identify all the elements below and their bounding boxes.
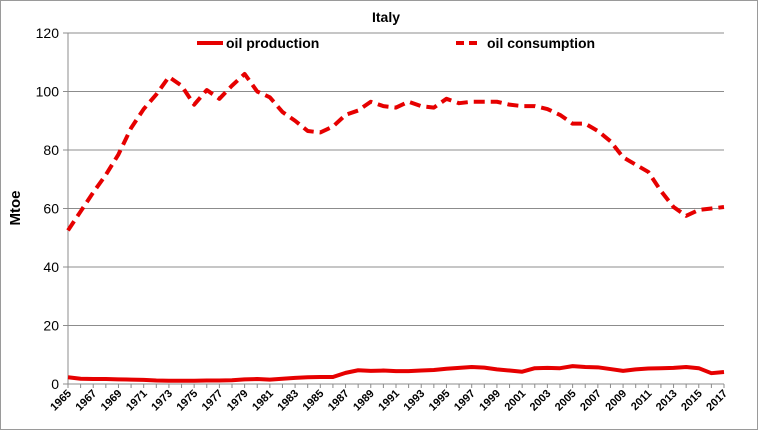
y-tick-label: 60 xyxy=(43,201,59,217)
grid-layer xyxy=(68,32,724,326)
y-tick-label: 80 xyxy=(43,142,59,158)
y-tick-label: 100 xyxy=(36,84,60,100)
chart-title: Italy xyxy=(372,9,400,25)
series-line-oil-production xyxy=(67,364,725,383)
legend: oil production oil consumption xyxy=(197,35,595,51)
y-tick-label: 20 xyxy=(43,318,59,334)
y-tick-label: 40 xyxy=(43,259,59,275)
y-tick-label: 0 xyxy=(51,376,59,392)
y-axis-label: Mtoe xyxy=(7,191,24,226)
series-line-oil-consumption xyxy=(66,71,725,232)
series-layer xyxy=(66,71,725,383)
legend-label-oil-production: oil production xyxy=(226,35,319,51)
y-tick-label: 120 xyxy=(36,25,60,41)
legend-label-oil-consumption: oil consumption xyxy=(487,35,595,51)
